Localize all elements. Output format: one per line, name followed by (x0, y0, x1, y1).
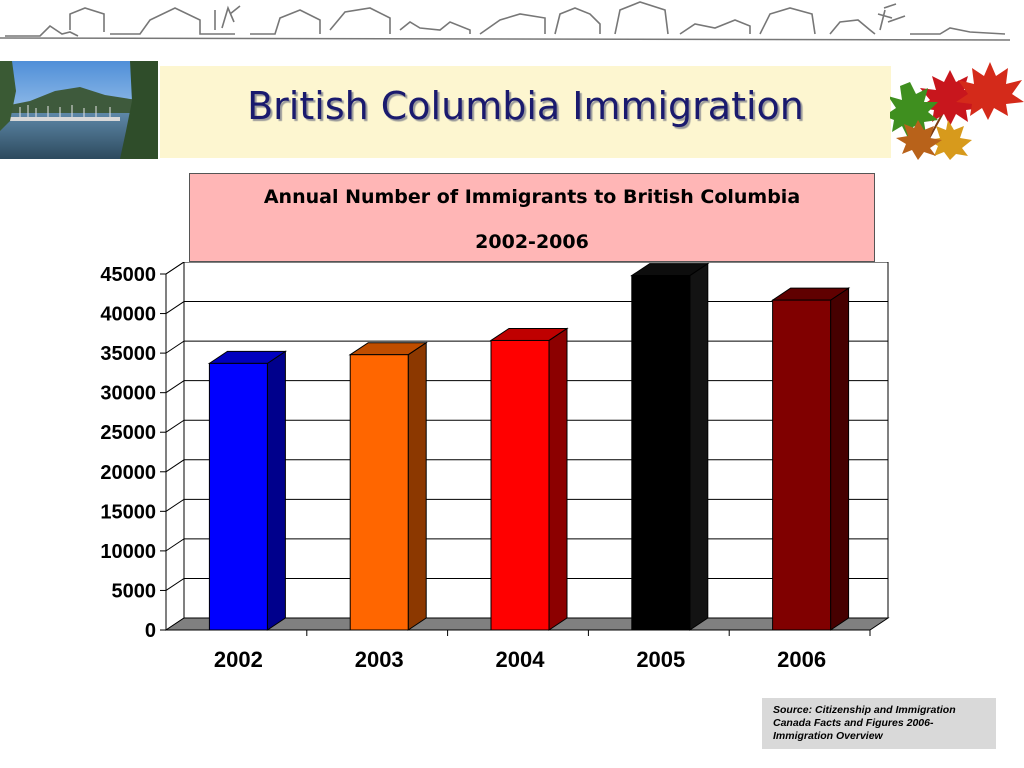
x-tick-label: 2005 (636, 647, 685, 672)
bar-2003 (349, 354, 409, 631)
y-tick-label: 10000 (100, 541, 156, 563)
chart-caption-box: Annual Number of Immigrants to British C… (189, 173, 875, 262)
y-tick-label: 20000 (100, 462, 156, 484)
x-tick-label: 2006 (777, 647, 826, 672)
bar-2005 (631, 275, 691, 631)
y-tick-label: 40000 (100, 304, 156, 326)
chart-caption-years: 2002-2006 (475, 231, 589, 253)
bar-2004 (490, 339, 550, 631)
bar-side (407, 341, 427, 631)
harbour-photo (0, 61, 158, 159)
y-tick-label: 30000 (100, 383, 156, 405)
maple-leaves-icon (890, 62, 1024, 160)
bar-2002 (208, 362, 268, 631)
x-tick-label: 2004 (496, 647, 546, 672)
y-tick-label: 0 (145, 620, 156, 642)
slide-title: British Columbia Immigration (247, 84, 804, 128)
x-tick-label: 2002 (214, 647, 263, 672)
plot-side-wall (165, 262, 185, 631)
chart-caption-title: Annual Number of Immigrants to British C… (263, 186, 801, 208)
x-tick-label: 2003 (355, 647, 404, 672)
y-tick-label: 25000 (100, 422, 156, 444)
y-tick-label: 15000 (100, 501, 156, 523)
immigration-bar-chart: 0 5000 10000 15000 20000 25000 30000 35000 40000… (100, 262, 890, 672)
bar-side (266, 350, 286, 631)
bar-side (548, 327, 568, 631)
source-note: Source: Citizenship and Immigration Cana… (762, 698, 996, 749)
gridline (165, 262, 888, 275)
houses-sketch-banner (0, 1, 1011, 41)
bar-side (830, 287, 850, 631)
y-tick-label: 45000 (100, 264, 156, 286)
bar-2006 (772, 299, 832, 631)
bar-side (689, 262, 709, 631)
y-tick-label: 35000 (100, 343, 156, 365)
title-band (160, 66, 891, 158)
y-tick-label: 5000 (112, 580, 157, 602)
